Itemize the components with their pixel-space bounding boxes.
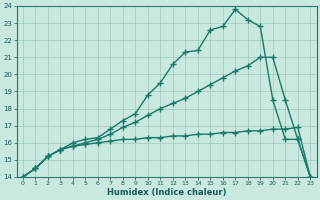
X-axis label: Humidex (Indice chaleur): Humidex (Indice chaleur) [107,188,226,197]
